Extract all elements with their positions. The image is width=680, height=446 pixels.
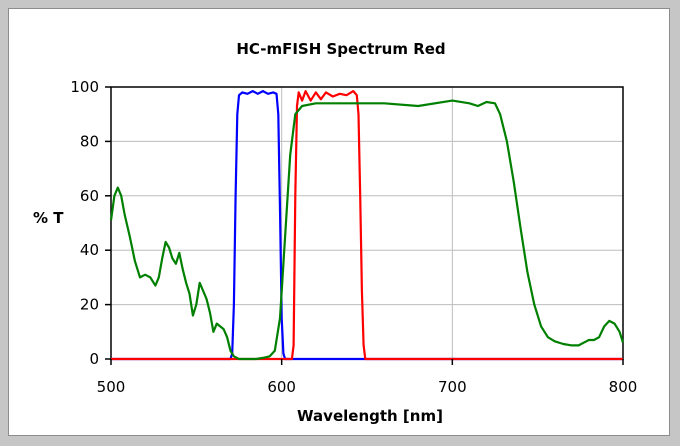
x-axis-ticks: 500 600 700 800 bbox=[97, 359, 638, 396]
x-axis-label: Wavelength [nm] bbox=[297, 407, 443, 425]
plot-area bbox=[110, 86, 624, 360]
x-tick-label: 800 bbox=[609, 378, 638, 396]
series-line-2 bbox=[111, 90, 623, 361]
y-tick-label: 0 bbox=[89, 350, 99, 368]
x-tick-label: 500 bbox=[97, 378, 126, 396]
x-tick-label: 700 bbox=[438, 378, 467, 396]
y-tick-label: 100 bbox=[70, 78, 99, 96]
series-line-3 bbox=[109, 99, 625, 361]
x-tick-label: 600 bbox=[267, 378, 296, 396]
y-tick-label: 60 bbox=[80, 187, 99, 205]
y-axis-ticks: 0 20 40 60 80 100 bbox=[70, 78, 111, 368]
chart: HC-mFISH Spectrum Red 500 600 700 800 0 20 40… bbox=[33, 40, 638, 425]
chart-frame: HC-mFISH Spectrum Red 500 600 700 800 0 20 40… bbox=[8, 8, 670, 436]
y-axis-label: % T bbox=[33, 209, 64, 227]
y-tick-label: 20 bbox=[80, 296, 99, 314]
series-line-1 bbox=[111, 90, 623, 361]
y-tick-label: 80 bbox=[80, 132, 99, 150]
grid-lines bbox=[110, 86, 624, 360]
y-tick-label: 40 bbox=[80, 241, 99, 259]
series-lines bbox=[109, 90, 625, 361]
chart-title: HC-mFISH Spectrum Red bbox=[236, 40, 445, 58]
